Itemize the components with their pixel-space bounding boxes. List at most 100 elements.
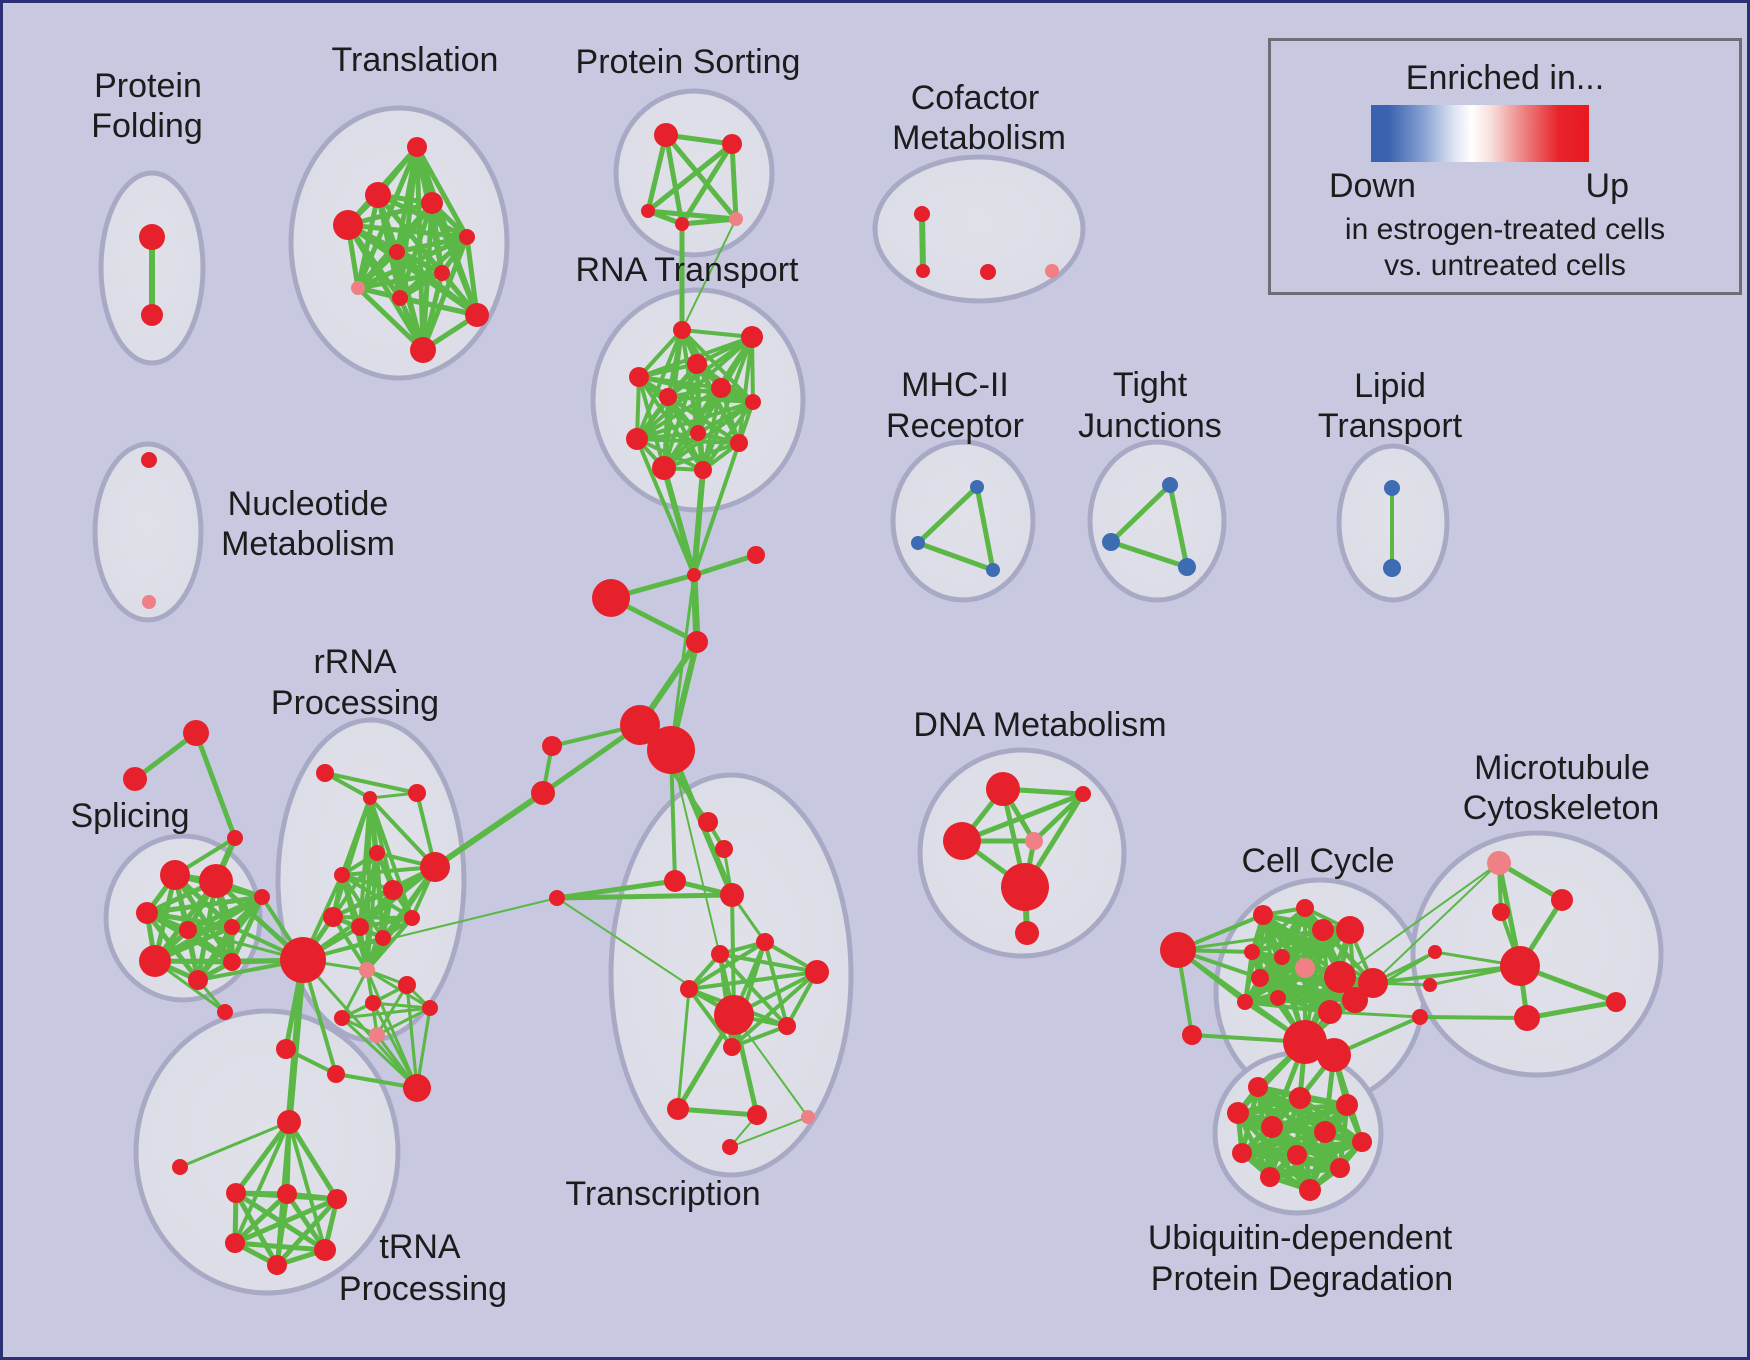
gene-set-node-up [680, 980, 698, 998]
cluster-label-ubiquitin-degradation-line1: Ubiquitin-dependent [1148, 1219, 1453, 1257]
edge [974, 484, 996, 573]
edge [355, 285, 426, 353]
cluster-label-trna-processing-line1: tRNA [379, 1228, 461, 1266]
cluster-label-protein-folding-line1: Protein [94, 67, 202, 105]
gene-set-node-up [1352, 1132, 1372, 1152]
cluster-label-cofactor-metabolism-line1: Cofactor [911, 79, 1040, 117]
edge [1108, 482, 1173, 545]
gene-set-node-up [722, 1139, 738, 1155]
gene-set-node-up [410, 337, 436, 363]
gene-set-node-up [351, 918, 369, 936]
edge [663, 132, 685, 227]
edge [1276, 981, 1375, 1000]
edge [635, 437, 705, 472]
edge [233, 1190, 280, 1268]
cluster-label-protein-folding-line2: Folding [91, 107, 203, 145]
edge [730, 970, 819, 1049]
edge [1339, 862, 1500, 978]
edge [371, 1001, 432, 1010]
edge [692, 441, 741, 577]
gene-set-node-up [224, 919, 240, 935]
edge [661, 465, 697, 578]
gene-set-node-up [1283, 1020, 1327, 1064]
gene-set-node-up [1428, 945, 1442, 959]
edge [365, 888, 395, 972]
edge [687, 970, 819, 991]
gene-set-node-up [1336, 916, 1364, 944]
gene-set-node-up [123, 767, 147, 791]
gene-set-node-up [711, 378, 731, 398]
edge [1524, 999, 1619, 1021]
cluster-label-tight-junctions-line2: Junctions [1078, 407, 1222, 445]
edge [432, 790, 546, 870]
gene-set-node-up [1237, 994, 1253, 1010]
gene-set-node-up [1358, 968, 1388, 998]
edge [229, 894, 265, 965]
gene-set-node-up [715, 840, 733, 858]
edge [368, 796, 379, 855]
edge [331, 888, 395, 919]
edge [687, 940, 767, 991]
edge [1167, 482, 1190, 570]
edge [681, 218, 737, 331]
gene-set-node-up [277, 1110, 301, 1134]
edge [355, 249, 400, 291]
edge [405, 983, 419, 1090]
edge [397, 295, 480, 318]
edge [301, 865, 437, 962]
gene-set-node-up [398, 976, 416, 994]
gene-set-node-up [280, 937, 326, 983]
edge [635, 437, 696, 577]
edge [556, 897, 735, 1016]
edge [645, 208, 739, 222]
gene-set-node-up [139, 224, 165, 250]
gene-set-node-up [1289, 1087, 1311, 1109]
cluster-label-transcription: Transcription [565, 1175, 760, 1213]
edge [635, 400, 755, 441]
gene-set-node-up [629, 367, 649, 387]
edge [331, 915, 369, 972]
gene-set-node-slightly-up [351, 281, 365, 295]
edge [733, 1014, 809, 1118]
edge [285, 956, 307, 1126]
cluster-label-lipid-transport-line2: Transport [1318, 407, 1463, 445]
gene-set-node-up [687, 568, 701, 582]
gene-set-node-up [267, 1255, 287, 1275]
gene-set-node-down [911, 536, 925, 550]
edge [368, 796, 437, 869]
edge [915, 484, 980, 546]
edge [232, 1191, 290, 1246]
edge [718, 952, 789, 1028]
gene-set-node-up [1001, 863, 1049, 911]
gene-set-node-up [172, 1159, 188, 1175]
edge [670, 749, 735, 1016]
edge [1418, 1015, 1529, 1020]
edge [414, 144, 470, 240]
gene-set-node-up [327, 1065, 345, 1083]
edge [669, 573, 696, 752]
gene-set-node-up [277, 1184, 297, 1204]
legend-subtitle-line2: vs. untreated cells [1384, 249, 1626, 282]
cluster-label-ubiquitin-degradation-line2: Protein Degradation [1151, 1260, 1453, 1298]
edge [375, 983, 409, 1037]
edge [737, 335, 754, 445]
gene-set-node-up [1314, 1121, 1336, 1143]
gene-set-node-up [592, 579, 630, 617]
gene-set-node-slightly-up [729, 212, 743, 226]
gene-set-node-up [1182, 1025, 1202, 1045]
gene-set-node-up [403, 1074, 431, 1102]
gene-set-node-up [422, 1000, 438, 1016]
gene-set-node-up [687, 354, 707, 374]
edge [729, 141, 739, 222]
legend-updown-row: Down Up [1329, 167, 1629, 206]
edge [959, 791, 1086, 844]
gene-set-node-up [698, 812, 718, 832]
gene-set-node-up [1251, 969, 1269, 987]
edge [144, 894, 265, 916]
gene-set-node-up [647, 726, 695, 774]
gene-set-node-up [375, 930, 391, 946]
edge [375, 1006, 432, 1037]
gene-set-node-up [747, 546, 765, 564]
gene-set-node-up [747, 1105, 767, 1125]
gene-set-node-up [723, 1038, 741, 1056]
